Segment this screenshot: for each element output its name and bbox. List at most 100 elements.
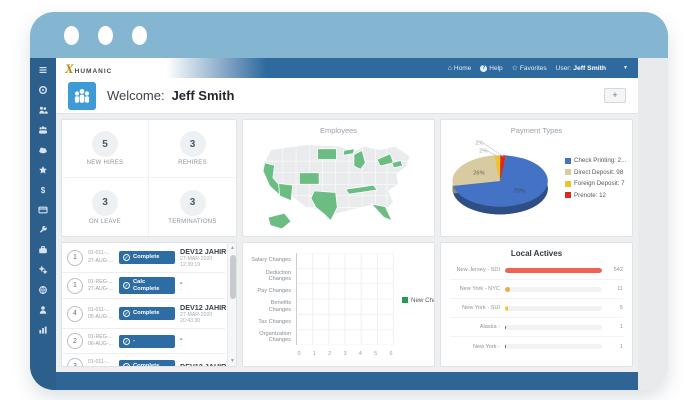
expand-button[interactable]: + bbox=[604, 88, 626, 103]
task-date: 27-MAR-2020 20:43:30 bbox=[180, 312, 213, 325]
check-icon: ✓ bbox=[123, 337, 130, 345]
payment-types-pie-chart: 2% 70% 26% 2% bbox=[452, 141, 548, 215]
nav-user[interactable]: User: Jeff Smith bbox=[556, 65, 606, 72]
task-list: 1 01-011-... 27-AUG-... ✓ Complete DEV12 JAHI… bbox=[62, 243, 236, 366]
window-dot-3[interactable] bbox=[132, 25, 147, 45]
menu-icon[interactable] bbox=[38, 65, 48, 75]
task-number: 4 bbox=[67, 305, 83, 322]
stat-value: 5 bbox=[92, 131, 118, 157]
window-dot-1[interactable] bbox=[64, 25, 79, 45]
scrollbar[interactable]: ▲ ▼ bbox=[227, 243, 236, 366]
welcome-bar: Welcome: Jeff Smith + bbox=[56, 78, 638, 114]
svg-text:70%: 70% bbox=[513, 189, 524, 195]
x-tick-label: 2 bbox=[328, 351, 332, 357]
local-actives-row[interactable]: New York - NYC 11 bbox=[450, 280, 623, 299]
stat-value: 3 bbox=[92, 189, 118, 216]
changes-legend: New Changes bbox=[402, 295, 434, 305]
users-icon[interactable] bbox=[38, 105, 48, 115]
legend-swatch bbox=[565, 157, 571, 164]
brand-name: HUMANIC bbox=[74, 67, 113, 75]
dashboard: $ X HUMANIC ⌂ Home ? Help bbox=[30, 58, 668, 390]
task-number: 1 bbox=[67, 249, 83, 266]
task-ids: 01-REG-... 06-AUG-... bbox=[88, 334, 113, 348]
new-changes-chart-card: Salary Changes Deduction Changes Pay Chang… bbox=[242, 242, 435, 367]
dashboard-icon[interactable] bbox=[38, 85, 48, 95]
payment-types-card: Payment Types 2% 70% 26% 2% Check Printing:… bbox=[440, 119, 633, 237]
brand-logo[interactable]: X HUMANIC bbox=[56, 62, 112, 75]
bar-fill bbox=[505, 286, 511, 292]
local-actives-row[interactable]: New Jersey - SDI 542 bbox=[450, 261, 623, 280]
local-actives-row[interactable]: New York - SUI 5 bbox=[450, 299, 623, 318]
task-ids: 01-REG-... 27-AUG-... bbox=[88, 278, 113, 292]
x-tick-label: 0 bbox=[297, 351, 301, 357]
local-actives-row[interactable]: New York - 1 bbox=[450, 337, 623, 356]
person-icon[interactable] bbox=[38, 305, 48, 315]
legend-label: Check Printing: 2... bbox=[574, 157, 627, 164]
scroll-down-icon[interactable]: ▼ bbox=[230, 358, 235, 364]
task-row[interactable]: 1 01-011-... 27-AUG-... ✓ Complete DEV12 JAHI… bbox=[62, 243, 226, 273]
task-number: 3 bbox=[67, 358, 83, 366]
card-title: Payment Types bbox=[510, 126, 563, 135]
task-row[interactable]: 4 01-011-... 05-AUG-... ✓ Complete DEV12 JAHI… bbox=[62, 299, 227, 330]
status-badge: ✓ - bbox=[119, 334, 175, 348]
chevron-down-icon[interactable]: ▼ bbox=[623, 65, 628, 71]
task-user: DEV12 JAHIR bbox=[180, 362, 226, 366]
wrench-icon[interactable] bbox=[38, 225, 48, 235]
local-label: New York - bbox=[472, 343, 500, 350]
gears-icon[interactable] bbox=[38, 265, 48, 275]
status-badge: ✓Complete bbox=[119, 251, 175, 264]
svg-text:$: $ bbox=[41, 186, 46, 195]
card-icon[interactable] bbox=[38, 205, 48, 215]
welcome-label: Welcome: bbox=[107, 88, 165, 103]
category-label: Deduction Changes bbox=[265, 269, 291, 282]
local-actives-row[interactable]: Alaska - 1 bbox=[450, 318, 623, 337]
local-label: Alaska - bbox=[479, 324, 500, 330]
stat-value: 3 bbox=[179, 131, 206, 157]
status-badge: ✓Complete bbox=[119, 307, 175, 321]
team-icon[interactable] bbox=[38, 125, 48, 135]
local-label: New Jersey - SDI bbox=[456, 267, 500, 273]
bar-fill bbox=[505, 267, 602, 273]
stat-label: ON LEAVE bbox=[89, 218, 121, 225]
task-number: 2 bbox=[67, 333, 83, 350]
x-tick-label: 6 bbox=[389, 351, 393, 357]
sidebar: $ bbox=[30, 58, 56, 390]
task-ids: 01-011-...10-AUG-... bbox=[88, 359, 110, 366]
headcount-stats-card: 5 NEW HIRES 3 REHIRES 3 ON LEAVE 3 bbox=[61, 119, 237, 237]
task-row[interactable]: 3 01-011-...10-AUG-... ✓Complete DEV12 JAHI… bbox=[62, 354, 226, 366]
briefcase-icon[interactable] bbox=[38, 245, 48, 255]
nav-item-favorites[interactable]: ☆ Favorites bbox=[511, 64, 547, 72]
task-user: - bbox=[180, 278, 183, 288]
cloud-icon[interactable] bbox=[38, 145, 48, 155]
help-icon: ? bbox=[480, 64, 488, 72]
brand-mark: X bbox=[65, 60, 74, 76]
top-nav: X HUMANIC ⌂ Home ? Help ☆ Favorites bbox=[56, 58, 638, 78]
stat-label: REHIRES bbox=[178, 160, 207, 166]
svg-text:2%: 2% bbox=[479, 148, 487, 154]
nav-item-home[interactable]: ⌂ Home bbox=[447, 64, 472, 72]
window-dot-2[interactable] bbox=[98, 25, 113, 45]
scrollbar-thumb[interactable] bbox=[229, 255, 236, 299]
stat-label: TERMINATIONS bbox=[168, 218, 217, 225]
card-title: Employees bbox=[319, 126, 358, 135]
task-user: DEV12 JAHIR bbox=[180, 303, 227, 313]
stat-terminations: 3 TERMINATIONS bbox=[149, 178, 236, 236]
category-label: Tax Changes bbox=[258, 318, 291, 325]
status-badge: ✓ Calc Complete bbox=[119, 277, 175, 295]
task-ids: 01-011-... 05-AUG-... bbox=[88, 306, 113, 320]
task-row[interactable]: 2 01-REG-... 06-AUG-... ✓ - - - bbox=[62, 329, 225, 355]
pie-legend-item: Foreign Deposit: 7 bbox=[565, 180, 626, 187]
globe-icon[interactable] bbox=[38, 285, 48, 295]
dollar-icon[interactable]: $ bbox=[38, 185, 48, 195]
nav-item-help[interactable]: ? Help bbox=[480, 64, 503, 72]
star-icon[interactable] bbox=[38, 165, 48, 175]
user-name: Jeff Smith bbox=[573, 64, 607, 72]
task-row[interactable]: 1 01-REG-... 27-AUG-... ✓ Calc Complete - - bbox=[62, 273, 225, 300]
x-tick-label: 3 bbox=[343, 351, 347, 357]
chart-icon[interactable] bbox=[38, 325, 48, 335]
scroll-up-icon[interactable]: ▲ bbox=[230, 245, 235, 251]
legend-swatch bbox=[402, 297, 408, 303]
cards-grid: 5 NEW HIRES 3 REHIRES 3 ON LEAVE 3 bbox=[56, 114, 638, 372]
check-icon: ✓ bbox=[123, 362, 130, 366]
check-icon: ✓ bbox=[123, 254, 130, 261]
